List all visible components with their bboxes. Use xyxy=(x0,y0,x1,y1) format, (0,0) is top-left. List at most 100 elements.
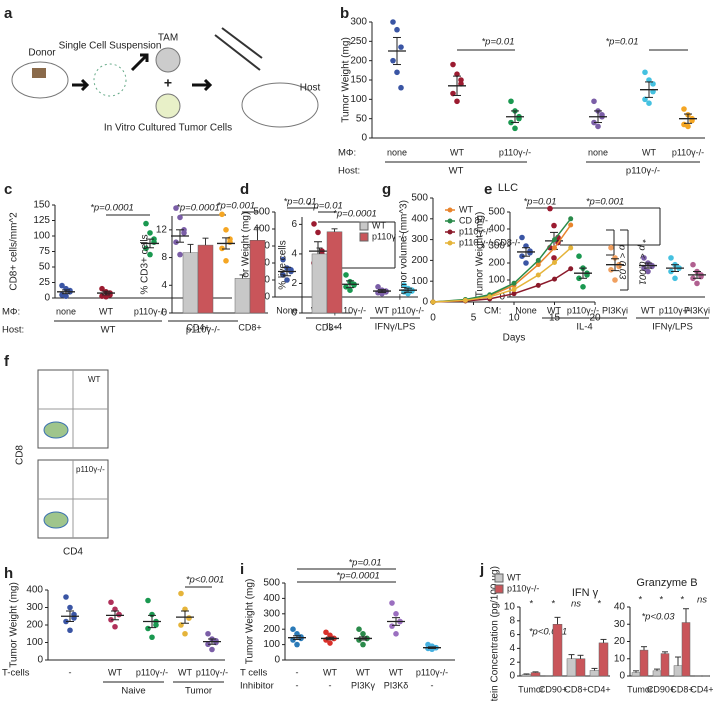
legend-swatch xyxy=(359,232,369,242)
y-tick-label: 8 xyxy=(161,252,167,263)
data-point xyxy=(390,57,396,64)
data-point xyxy=(315,229,321,236)
data-point xyxy=(149,611,155,618)
y-tick-label: 0 xyxy=(274,655,280,666)
legend-label: p110γ -/- xyxy=(372,231,407,241)
legend-marker xyxy=(447,229,453,235)
data-point xyxy=(568,216,574,222)
y-tick-label: 0 xyxy=(361,133,367,144)
data-point xyxy=(576,253,582,259)
data-point xyxy=(347,287,353,294)
bar xyxy=(660,653,670,677)
x-tick-label: Tumor xyxy=(627,684,653,694)
data-point xyxy=(143,220,149,227)
x-tick-label: p110γ-/- xyxy=(134,306,166,316)
label: TAM xyxy=(158,33,178,44)
data-point xyxy=(67,627,73,634)
y-tick-label: 300 xyxy=(350,17,367,28)
row-label: T-cells xyxy=(2,668,30,679)
x-tick-label: p110γ-/- xyxy=(334,305,366,315)
y-tick-label: 0 xyxy=(44,293,50,304)
y-tick-label: 10 xyxy=(614,653,626,664)
data-point xyxy=(298,635,304,642)
x-tick-label: none xyxy=(56,306,76,316)
y-tick-label: 30 xyxy=(614,619,626,630)
y-tick-label: 200 xyxy=(488,258,505,269)
legend-label: WT xyxy=(459,204,473,214)
x-tick-label: WT xyxy=(108,667,122,677)
group-label: p110γ-/- xyxy=(626,166,660,177)
x-tick-label: p110γ-/- xyxy=(392,305,424,315)
data-point xyxy=(390,19,396,25)
y-tick-label: 400 xyxy=(411,213,428,224)
data-point xyxy=(551,222,557,229)
data-point xyxy=(401,282,407,288)
panel-letter: d xyxy=(240,181,249,198)
flow-label: p110γ-/- xyxy=(76,465,105,474)
group-label: WT xyxy=(101,325,116,336)
data-point xyxy=(642,96,648,103)
x-tick-label: CD90+ xyxy=(647,684,675,694)
y-tick-label: 400 xyxy=(253,224,270,235)
data-point xyxy=(209,646,215,653)
y-tick-label: 100 xyxy=(33,231,50,242)
x-tick-label: 10 xyxy=(508,313,520,324)
y-tick-label: 8 xyxy=(509,615,515,626)
label: + xyxy=(164,75,172,91)
bar xyxy=(197,244,214,314)
annotation: *p=0.01 xyxy=(481,37,514,48)
data-point xyxy=(551,255,557,261)
annotation: *p=0.0001 xyxy=(333,209,377,220)
y-tick-label: 400 xyxy=(488,224,505,235)
annotation: *p=0.01 xyxy=(348,558,381,569)
x-tick-label: WT xyxy=(356,667,370,677)
y-tick-label: 2 xyxy=(291,278,297,289)
y-tick-label: 300 xyxy=(411,234,428,245)
panel-letter: f xyxy=(4,353,10,370)
label: Host xyxy=(300,83,321,94)
annotation: *p<0.001 xyxy=(529,627,567,638)
annotation: *p=0.01 xyxy=(283,197,316,208)
x-tick-label: p110γ-/- xyxy=(499,147,531,157)
y-tick-label: 400 xyxy=(263,593,280,604)
x-tick-label: WT xyxy=(323,667,337,677)
annotation: * p < 0.001 xyxy=(636,239,647,285)
legend-label: WT xyxy=(507,572,521,582)
y-axis-label: Tumor Weight (mg) xyxy=(341,37,352,123)
panel-letter: j xyxy=(479,561,484,578)
y-axis-label: CD8+ cells/mm^2 xyxy=(9,212,20,291)
x-tick-label: 15 xyxy=(549,313,561,324)
y-tick-label: 0 xyxy=(499,292,505,303)
y-tick-label: 50 xyxy=(356,113,368,124)
data-point xyxy=(552,259,557,265)
annotation: *p=0.0001 xyxy=(90,203,134,214)
chart-title: Granzyme B xyxy=(636,577,697,589)
x-tick-label: p110γ-/- xyxy=(659,305,691,315)
x-tick-label: CD4+ xyxy=(690,684,713,694)
x-tick-label: CD90+ xyxy=(539,684,567,694)
x-tick-label: None xyxy=(276,305,298,315)
y-axis-label: Tumor Weight (mg) xyxy=(475,212,486,298)
data-point xyxy=(512,125,518,132)
y-tick-label: 10 xyxy=(504,602,516,613)
x-tick-label: - xyxy=(431,680,434,690)
y-tick-label: 6 xyxy=(291,219,297,230)
annotation: *p=0.0001 xyxy=(336,571,380,582)
group-label: IFNγ/LPS xyxy=(375,322,416,333)
x-tick-label: WT xyxy=(547,305,561,315)
bar xyxy=(681,622,691,677)
annotation: ns xyxy=(571,599,581,610)
y-tick-label: 300 xyxy=(263,608,280,619)
data-point xyxy=(650,81,656,87)
data-point xyxy=(668,255,674,261)
y-tick-label: 100 xyxy=(26,637,43,648)
data-point xyxy=(641,255,647,261)
legend-label: p110γ-/- xyxy=(459,226,491,236)
x-tick-label: CD4+ xyxy=(587,684,610,694)
row-label: CM: xyxy=(484,306,501,317)
flow-plots xyxy=(37,369,109,539)
tumor xyxy=(32,68,46,78)
data-point xyxy=(580,284,586,290)
x-tick-label: PI3Kδ xyxy=(384,680,409,690)
